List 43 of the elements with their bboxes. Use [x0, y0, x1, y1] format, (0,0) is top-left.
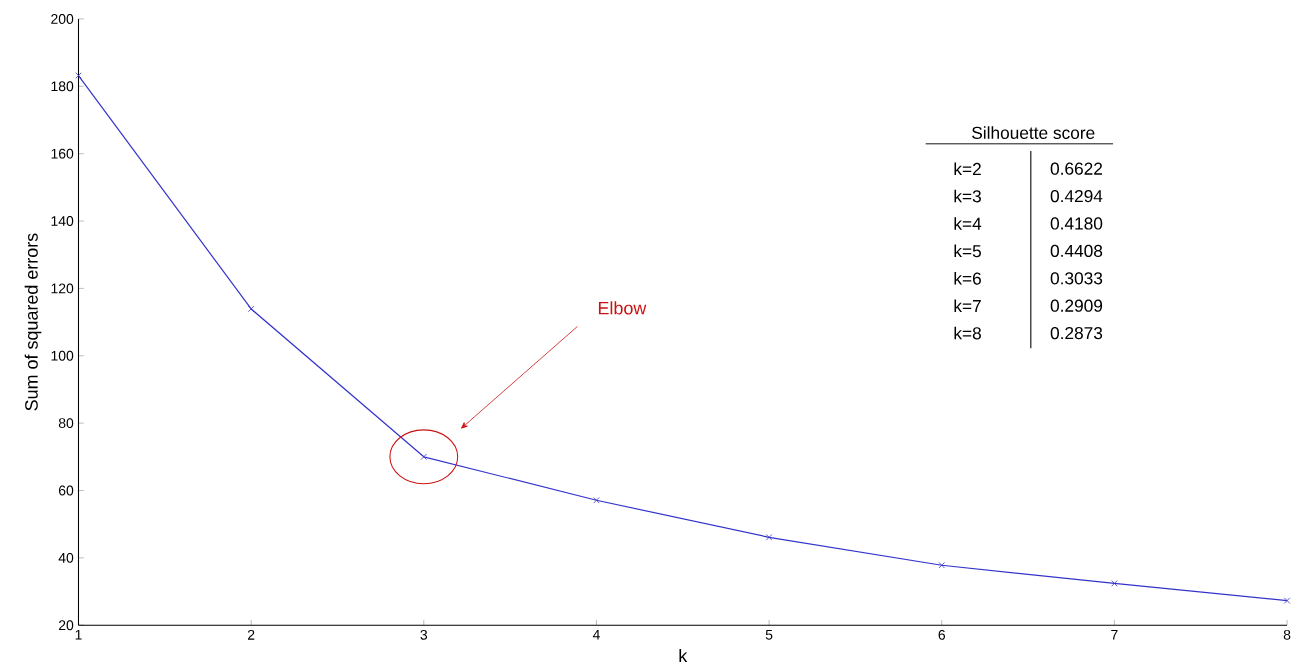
point	[420, 453, 428, 460]
y-tick-label: 20	[58, 620, 74, 631]
x-tick-label: 4	[592, 629, 600, 640]
y-tick-label: 120	[51, 283, 74, 294]
annotation: k=7	[954, 299, 981, 312]
annotation: Elbow	[598, 301, 647, 315]
point	[247, 305, 255, 313]
annotation: k=4	[954, 217, 982, 230]
point	[1283, 597, 1291, 604]
y-tick-label: 40	[58, 552, 74, 563]
y-tick-label: 60	[58, 485, 74, 496]
x-tick-label: 7	[1111, 629, 1118, 640]
annotation: 0.2909	[1050, 299, 1103, 312]
y-tick-label: 100	[51, 350, 74, 361]
y-tick-label: 200	[51, 13, 74, 24]
y-tick-label: 140	[51, 216, 74, 226]
x-tick-label: 3	[420, 629, 428, 640]
point	[765, 534, 773, 541]
point	[938, 562, 945, 569]
point	[1111, 580, 1118, 587]
annotation: k=6	[954, 271, 981, 285]
x-axis-title: k	[679, 648, 688, 662]
x-tick-label: 2	[247, 629, 255, 640]
y-tick-label: 180	[51, 81, 74, 92]
annotation: Silhouette score	[972, 126, 1095, 139]
annotation: k=3	[954, 189, 981, 203]
x-tick-label: 8	[1283, 629, 1291, 640]
y-tick-label: 160	[51, 148, 74, 159]
annotation: k=2	[954, 162, 981, 175]
annotation: 0.4180	[1050, 217, 1103, 230]
x-tick-label: 6	[938, 629, 946, 640]
point	[593, 497, 600, 504]
y-tick-label: 80	[58, 418, 74, 429]
annotation: 0.4294	[1050, 189, 1103, 203]
annotation: 0.4408	[1050, 244, 1103, 257]
x-tick-label: 5	[765, 629, 773, 640]
annotation: 0.2873	[1050, 326, 1103, 340]
y-axis-title: Sum of squared errors	[24, 233, 42, 411]
annotation: 0.6622	[1050, 162, 1103, 175]
x-tick-label: 1	[75, 629, 82, 640]
annotation: k=5	[954, 244, 981, 258]
annotation: 0.3033	[1050, 272, 1103, 285]
annotation: k=8	[954, 326, 981, 340]
